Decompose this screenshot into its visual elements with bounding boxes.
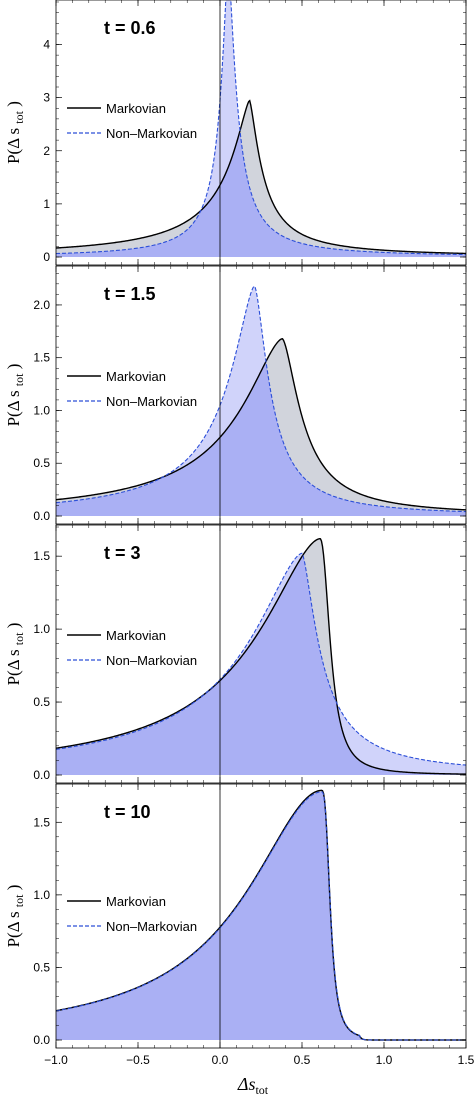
- y-tick-label: 3: [43, 91, 50, 105]
- x-tick-label: 1.5: [458, 1053, 474, 1067]
- y-tick-label: 0.0: [33, 1033, 50, 1047]
- non-markovian-line: [56, 791, 466, 1041]
- y-tick-label: 0.0: [33, 768, 50, 782]
- non-markovian-line: [56, 0, 466, 256]
- y-tick-label: 0.0: [33, 509, 50, 523]
- panel-plot-area: [56, 0, 466, 257]
- y-axis-label-close: ): [4, 101, 23, 111]
- y-axis-label: P(Δ s tot ): [4, 623, 26, 686]
- panel-frame: [55, 0, 467, 266]
- y-tick-label: 1.5: [33, 815, 50, 829]
- legend-markovian-label: Markovian: [106, 894, 166, 909]
- panel-4: −1.0 −0.5 0.0 0.5 1.0 1.5 0.0 0.5 1.0 1.5 P(Δ s to…: [4, 783, 474, 1067]
- y-axis-label-close: ): [4, 364, 23, 374]
- y-tick-label: 1.0: [33, 403, 50, 417]
- panel-2: 0.0 0.5 1.0 1.5 2.0 P(Δ s tot ) t = 1.5 Markovi…: [4, 265, 467, 525]
- panel-plot-area: [56, 789, 466, 1041]
- y-tick-label: 0: [43, 250, 50, 264]
- markovian-line: [56, 99, 466, 255]
- y-axis-label-main: P(Δ s: [4, 124, 23, 164]
- panel-1: 0 1 2 3 4 P(Δ s tot ) t = 0.6 Markovian Non–Mark…: [4, 0, 467, 266]
- y-tick-label: 4: [43, 38, 50, 52]
- y-axis-label-main: P(Δ s: [4, 645, 23, 685]
- legend-non-markovian-label: Non–Markovian: [106, 394, 197, 409]
- markovian-line: [56, 538, 466, 775]
- panel-plot-area: [56, 538, 466, 775]
- y-tick-label: 1.0: [33, 622, 50, 636]
- y-axis-label: P(Δ s tot ): [4, 101, 26, 164]
- overlap-fill: [56, 791, 466, 1040]
- y-axis-label: P(Δ s tot ): [4, 364, 26, 427]
- y-axis-label-close: ): [4, 885, 23, 895]
- y-axis-label: P(Δ s tot ): [4, 885, 26, 948]
- x-axis-label: Δstot: [237, 1074, 269, 1097]
- legend-non-markovian-label: Non–Markovian: [106, 653, 197, 668]
- markovian-fill: [56, 100, 466, 257]
- overlap-fill: [56, 555, 466, 775]
- legend-non-markovian-label: Non–Markovian: [106, 126, 197, 141]
- y-axis-label-close: ): [4, 623, 23, 633]
- panel-frame: [55, 524, 467, 784]
- x-tick-label: 0.5: [294, 1053, 311, 1067]
- panels: 0 1 2 3 4 P(Δ s tot ) t = 0.6 Markovian Non–Mark…: [4, 0, 474, 1067]
- y-tick-label: 1: [43, 197, 50, 211]
- x-tick-label: −1.0: [44, 1053, 68, 1067]
- panel-3: 0.0 0.5 1.0 1.5 P(Δ s tot ) t = 3 Markovian Non…: [4, 524, 467, 784]
- y-tick-label: 2.0: [33, 298, 50, 312]
- y-tick-label: 0.5: [33, 695, 50, 709]
- panel-title: t = 3: [104, 543, 141, 563]
- y-axis-label-sub: tot: [12, 110, 26, 123]
- y-tick-label: 1.5: [33, 351, 50, 365]
- legend-markovian-label: Markovian: [106, 628, 166, 643]
- legend-markovian-label: Markovian: [106, 369, 166, 384]
- x-tick-label: −0.5: [126, 1053, 150, 1067]
- y-tick-label: 0.5: [33, 456, 50, 470]
- y-axis-label-main: P(Δ s: [4, 907, 23, 947]
- panel-title: t = 10: [104, 802, 151, 822]
- legend-non-markovian-label: Non–Markovian: [106, 919, 197, 934]
- y-tick-label: 0.5: [33, 960, 50, 974]
- y-axis-label-sub: tot: [12, 632, 26, 645]
- panel-title: t = 0.6: [104, 18, 156, 38]
- overlap-fill: [56, 132, 466, 257]
- panel-frame: [55, 783, 467, 1049]
- y-axis-label-sub: tot: [12, 373, 26, 386]
- y-axis-label-sub: tot: [12, 894, 26, 907]
- y-tick-label: 1.5: [33, 549, 50, 563]
- x-axis-label-sub: tot: [255, 1083, 268, 1097]
- y-tick-label: 2: [43, 144, 50, 158]
- legend-markovian-label: Markovian: [106, 101, 166, 116]
- y-axis-label-main: P(Δ s: [4, 386, 23, 426]
- x-axis-label-main: Δs: [237, 1074, 256, 1094]
- x-tick-label: 0.0: [212, 1053, 229, 1067]
- panel-frame: [55, 265, 467, 525]
- panel-plot-area: [56, 285, 466, 516]
- x-tick-label: 1.0: [376, 1053, 393, 1067]
- markovian-line: [56, 338, 466, 511]
- overlap-fill: [56, 362, 466, 516]
- non-markovian-line: [56, 552, 466, 766]
- non-markovian-line: [56, 285, 466, 513]
- y-tick-label: 1.0: [33, 888, 50, 902]
- panel-title: t = 1.5: [104, 284, 156, 304]
